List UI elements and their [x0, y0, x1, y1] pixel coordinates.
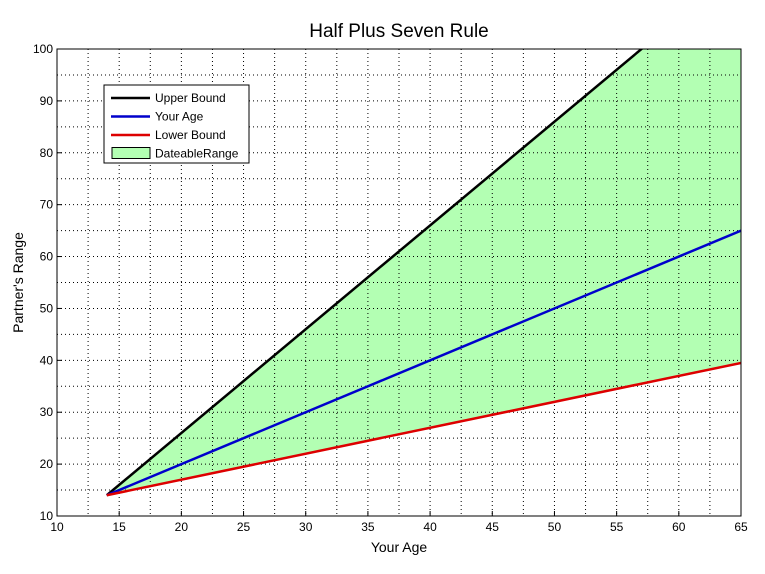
- legend-label: DateableRange: [155, 147, 239, 161]
- legend-label: Your Age: [155, 110, 204, 124]
- x-tick-label: 50: [548, 520, 562, 534]
- x-tick-label: 10: [50, 520, 64, 534]
- x-tick-label: 35: [361, 520, 375, 534]
- y-tick-label: 10: [40, 509, 54, 523]
- chart-title: Half Plus Seven Rule: [309, 21, 489, 42]
- legend-swatch: [111, 147, 151, 159]
- legend-label: Upper Bound: [155, 91, 226, 105]
- y-tick-label: 80: [40, 146, 54, 160]
- y-tick-label: 90: [40, 94, 54, 108]
- legend-label: Lower Bound: [155, 128, 226, 142]
- series-line-lower-bound: [106, 361, 741, 497]
- y-tick-label: 60: [40, 250, 54, 264]
- plot-border: [56, 48, 742, 517]
- y-tick-label: 20: [40, 457, 54, 471]
- series-line-upper-bound: [105, 49, 644, 497]
- x-tick-label: 20: [175, 520, 189, 534]
- x-tick-label: 60: [672, 520, 686, 534]
- y-tick-label: 30: [40, 405, 54, 419]
- x-tick-label: 40: [423, 520, 437, 534]
- x-tick-label: 65: [734, 520, 748, 534]
- y-tick-label: 100: [33, 42, 53, 56]
- y-tick-label: 40: [40, 353, 54, 367]
- x-tick-label: 45: [486, 520, 500, 534]
- y-tick-label: 50: [40, 301, 54, 315]
- y-tick-label: 70: [40, 198, 54, 212]
- x-tick-label: 15: [113, 520, 127, 534]
- x-tick-label: 25: [237, 520, 251, 534]
- series-line-your-age: [106, 229, 741, 497]
- y-axis-label: Partner's Range: [10, 232, 26, 333]
- x-tick-label: 30: [299, 520, 313, 534]
- x-tick-label: 55: [610, 520, 624, 534]
- x-axis-label: Your Age: [371, 539, 428, 555]
- dateable-range-fill: [106, 49, 741, 496]
